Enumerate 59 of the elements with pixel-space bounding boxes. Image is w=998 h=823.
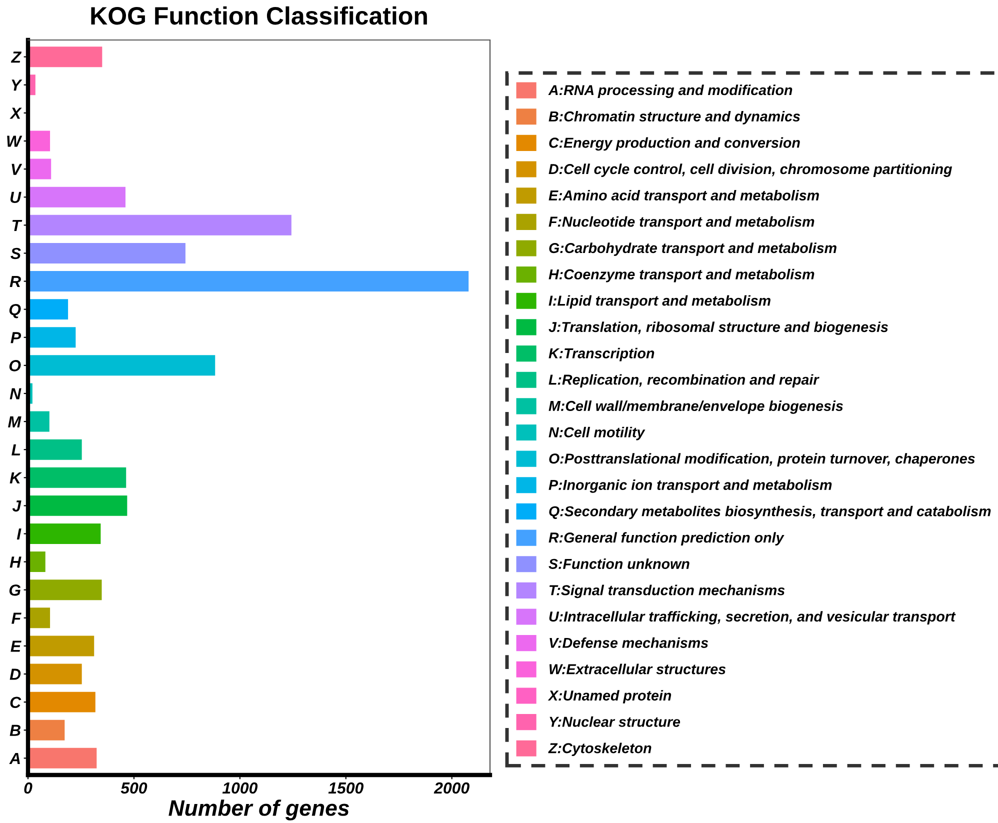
x-tick-label: 2000 [434,782,470,794]
x-axis-title: Number of genes [168,800,349,820]
legend-label: G:Carbohydrate transport and metabolism [549,242,836,256]
y-tick-label: O [9,360,21,372]
y-tick-label: X [10,108,22,119]
legend-label: A:RNA processing and modification [548,84,792,98]
y-tick-label: P [10,332,22,344]
y-tick-label: B [10,724,20,736]
legend-label: X:Unamed protein [548,690,672,704]
y-tick-label: A [9,752,20,764]
y-tick-label: W [7,136,22,147]
legend-label: R:General function prediction only [548,532,784,546]
legend-label: N:Cell motility [548,426,646,440]
legend-label: Z:Cytoskeleton [548,742,652,756]
legend-label: P:Inorganic ion transport and metabolism [548,479,832,493]
y-tick-label: D [10,668,21,680]
y-tick-label: K [10,472,22,484]
y-tick-label: R [10,276,21,288]
x-tick-label: 500 [120,782,148,794]
y-tick-label: S [10,248,21,260]
legend-label: D:Cell cycle control, cell division, chromosome partitioning [548,164,952,177]
y-tick-label: T [12,220,22,231]
y-tick-label: C [10,696,22,708]
y-tick-label: L [12,444,20,456]
y-tick-label: F [12,612,22,624]
legend-label: B:Chromatin structure and dynamics [548,110,800,124]
legend-label: O:Posttranslational modification, protein turnover, chaperones [549,453,975,467]
legend-label: K:Transcription [548,348,654,362]
y-tick-label: G [9,584,21,596]
y-tick-label: U [10,192,22,204]
legend-label: Q:Secondary metabolites biosynthesis, transport and catabolism [549,506,991,520]
legend-label: I:Lipid transport and metabolism [548,295,770,309]
legend-label: J:Translation, ribosomal structure and biogenesis [548,322,888,335]
y-tick-label: N [10,388,22,400]
y-tick-label: M [8,416,22,428]
legend-label: Y:Nuclear structure [550,716,680,727]
legend-label: V:Defense mechanisms [550,637,708,648]
x-tick-label: 1000 [222,782,258,794]
legend-label: H:Coenzyme transport and metabolism [548,268,814,282]
legend-label: L:Replication, recombination and repair [548,374,820,388]
y-tick-label: H [10,556,22,568]
legend-label: C:Energy production and conversion [549,137,800,151]
legend-label: W:Extracellular structures [550,664,726,674]
y-tick-label: V [12,164,22,175]
y-tick-label: Q [9,304,21,318]
legend-label: M:Cell wall/membrane/envelope biogenesis [548,400,843,414]
y-tick-label: J [12,500,22,512]
y-tick-label: I [16,528,22,540]
legend-label: S:Function unknown [548,558,690,569]
x-tick-label: 1500 [328,782,364,794]
legend-label: F:Nucleotide transport and metabolism [548,216,814,230]
legend-label: E:Amino acid transport and metabolism [548,190,819,204]
y-tick-label: E [10,640,22,652]
y-tick-label: Z [10,52,22,63]
y-tick-label: Y [12,80,22,91]
chart-title: KOG Function Classification [91,6,427,25]
legend-label: U:Intracellular trafficking, secretion, and vesicular transport [549,611,956,624]
x-tick-label: 0 [24,782,32,794]
legend-label: T:Signal transduction mechanisms [550,584,785,598]
